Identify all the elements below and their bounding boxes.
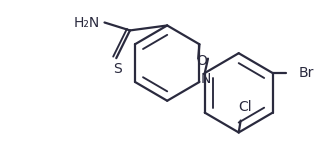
Text: Cl: Cl <box>238 100 251 114</box>
Text: S: S <box>113 62 122 76</box>
Text: Br: Br <box>298 66 314 80</box>
Text: H₂N: H₂N <box>74 16 100 30</box>
Text: N: N <box>201 72 211 86</box>
Text: O: O <box>197 54 208 68</box>
